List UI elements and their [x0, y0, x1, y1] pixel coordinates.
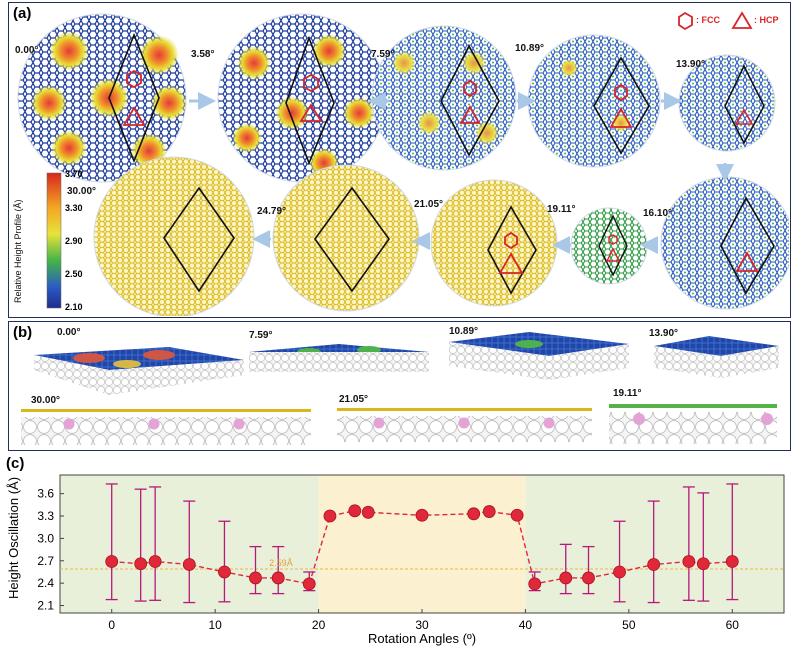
flow-arrows — [189, 92, 734, 254]
side-view-13-90 — [654, 336, 779, 378]
panel-b-canvas — [21, 332, 779, 445]
data-point — [218, 565, 231, 579]
moire-13-90 — [678, 54, 776, 152]
angle-label: 13.90° — [649, 328, 679, 339]
angle-label: 16.10° — [643, 208, 673, 219]
y-tick-label: 2.1 — [37, 599, 54, 613]
side-view-7-59 — [249, 344, 429, 372]
data-point — [725, 555, 739, 568]
data-point — [271, 571, 285, 585]
data-point — [582, 571, 595, 585]
y-tick-label: 2.4 — [37, 576, 54, 590]
data-point — [361, 505, 375, 519]
moire-24-79 — [272, 164, 420, 312]
data-point — [182, 558, 196, 571]
data-point — [482, 505, 496, 518]
angle-label: 10.89° — [449, 326, 479, 337]
x-tick-label: 40 — [519, 618, 533, 632]
x-tick-label: 60 — [726, 618, 740, 632]
data-point — [415, 508, 429, 522]
angle-label: 19.11° — [613, 388, 642, 399]
moire-19-11 — [570, 207, 648, 285]
angle-label: 13.90° — [676, 59, 706, 70]
side-view-30-00 — [21, 409, 311, 445]
side-view-21-05 — [337, 408, 592, 442]
angle-label: 0.00° — [57, 327, 81, 338]
colorbar-tick: 3.30 — [65, 203, 83, 213]
x-tick-label: 50 — [622, 618, 636, 632]
colorbar-tick: 2.90 — [65, 236, 83, 246]
moire-7-59 — [371, 25, 517, 171]
panel-c-label: (c) — [6, 455, 25, 472]
moire-0-00 — [17, 13, 187, 183]
data-point — [613, 565, 626, 579]
panel-b-label: (b) — [13, 324, 33, 341]
data-point — [134, 557, 148, 571]
side-view-19-11 — [609, 404, 777, 444]
angle-label: 3.58° — [191, 49, 215, 60]
x-tick-label: 10 — [208, 618, 222, 632]
height-oscillation-chart: 0 10 20 30 40 50 60 2.1 2.4 2.7 3.0 3.3 3.6 Height O… — [6, 474, 785, 646]
moire-21-05 — [430, 179, 558, 307]
panel-a-label: (a) — [13, 5, 32, 22]
angle-label: 10.89° — [515, 43, 545, 54]
data-point — [510, 508, 524, 522]
data-point — [302, 577, 316, 591]
angle-label: 7.59° — [249, 330, 273, 341]
data-point — [682, 555, 696, 568]
angle-label: 24.79° — [257, 206, 287, 217]
angle-label: 21.05° — [339, 394, 369, 405]
angle-label: 0.00° — [15, 45, 39, 56]
colorbar-label: Relative Height Profile (Å) — [13, 199, 23, 303]
angle-label: 30.00° — [67, 186, 97, 197]
data-point — [467, 507, 481, 521]
shaded-region — [318, 475, 526, 613]
y-tick-label: 3.0 — [37, 531, 54, 545]
angle-label: 30.00° — [31, 395, 61, 406]
angle-label: 21.05° — [414, 199, 444, 210]
y-axis-title: Height Oscillation (Å) — [6, 477, 21, 599]
panel-a-canvas — [17, 11, 789, 316]
hcp-legend-icon — [731, 11, 753, 29]
y-tick-label: 3.6 — [37, 487, 54, 501]
angle-label: 7.59° — [371, 49, 395, 60]
moire-30-00 — [93, 156, 255, 316]
angle-label: 19.11° — [547, 204, 576, 215]
data-point — [249, 571, 262, 585]
x-tick-label: 30 — [415, 618, 429, 632]
x-axis-title: Rotation Angles (º) — [368, 631, 476, 646]
data-point — [105, 555, 119, 568]
data-point — [323, 509, 337, 523]
x-tick-label: 0 — [108, 618, 115, 632]
colorbar — [46, 172, 62, 309]
moire-10-89 — [527, 34, 661, 168]
colorbar-tick: 2.10 — [65, 302, 83, 312]
reference-line-label: 2.59Å — [269, 558, 293, 568]
moire-16-10 — [660, 176, 789, 310]
side-view-0-00 — [34, 347, 244, 395]
panel-b: (b) 0.00° 7.59° 10.89° 13.90° 30.00° 21.… — [8, 321, 791, 451]
y-tick-label: 3.3 — [37, 509, 54, 523]
data-point — [647, 558, 661, 571]
side-view-10-89 — [449, 332, 629, 380]
panel-a: (a) : FCC : HCP 0.00° 3.58° 7.59° 10.89°… — [8, 2, 791, 318]
hcp-legend-label: : HCP — [754, 15, 779, 25]
x-tick-label: 20 — [312, 618, 326, 632]
colorbar-tick: 3.70 — [65, 169, 83, 179]
data-point — [148, 555, 162, 568]
moire-3-58 — [217, 13, 387, 183]
fcc-legend-icon — [678, 11, 693, 31]
data-point — [348, 504, 362, 518]
y-tick-label: 2.7 — [37, 554, 54, 568]
fcc-legend-label: : FCC — [696, 15, 720, 25]
data-point — [696, 557, 710, 571]
data-point — [559, 571, 573, 585]
data-point — [528, 577, 542, 591]
colorbar-tick: 2.50 — [65, 269, 83, 279]
